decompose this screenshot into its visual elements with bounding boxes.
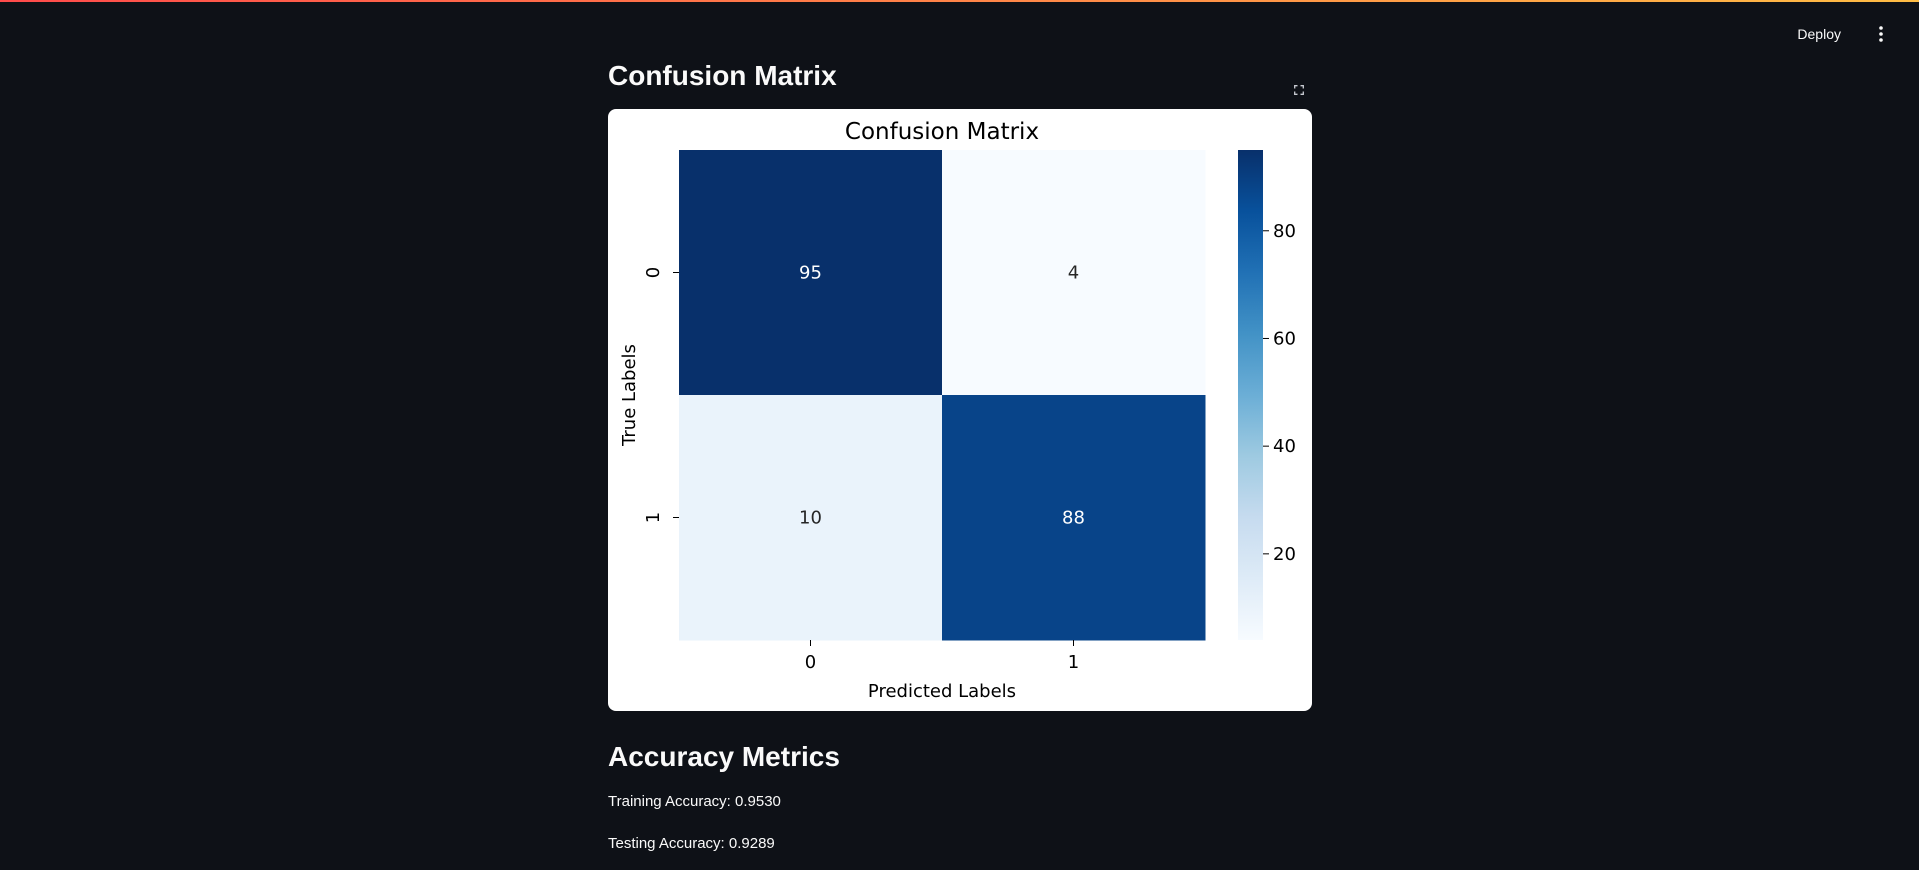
vertical-dots-icon[interactable]	[1869, 22, 1893, 46]
x-tick-label: 0	[805, 652, 816, 673]
training-accuracy-text: Training Accuracy: 0.9530	[608, 793, 781, 810]
cell-value-label: 95	[799, 263, 822, 284]
colorbar-tick-label: 80	[1273, 221, 1296, 242]
y-tick-label: 0	[643, 267, 664, 278]
fullscreen-icon[interactable]	[1291, 82, 1307, 98]
cell-value-label: 10	[799, 508, 822, 529]
deploy-button[interactable]: Deploy	[1787, 20, 1851, 48]
heatmap-cell	[679, 150, 943, 396]
confusion-matrix-heading: Confusion Matrix	[608, 60, 837, 91]
x-tick-label: 1	[1068, 652, 1079, 673]
cell-value-label: 88	[1062, 508, 1085, 529]
heatmap-cell	[942, 150, 1206, 396]
heatmap-cell	[942, 395, 1206, 641]
x-axis-label: Predicted Labels	[868, 681, 1016, 702]
colorbar-tick-label: 60	[1273, 328, 1296, 349]
app-header: Deploy	[1787, 20, 1893, 48]
cell-value-label: 4	[1068, 263, 1079, 284]
y-axis-label: True Labels	[619, 344, 640, 447]
top-decoration-bar	[0, 0, 1919, 2]
y-tick-label: 1	[643, 512, 664, 523]
colorbar-tick-label: 20	[1273, 544, 1296, 565]
colorbar	[1238, 150, 1263, 640]
accuracy-metrics-heading: Accuracy Metrics	[608, 741, 840, 772]
colorbar-tick-label: 40	[1273, 436, 1296, 457]
testing-accuracy-text: Testing Accuracy: 0.9289	[608, 835, 775, 852]
heatmap-cell	[679, 395, 943, 641]
chart-title: Confusion Matrix	[845, 119, 1039, 145]
